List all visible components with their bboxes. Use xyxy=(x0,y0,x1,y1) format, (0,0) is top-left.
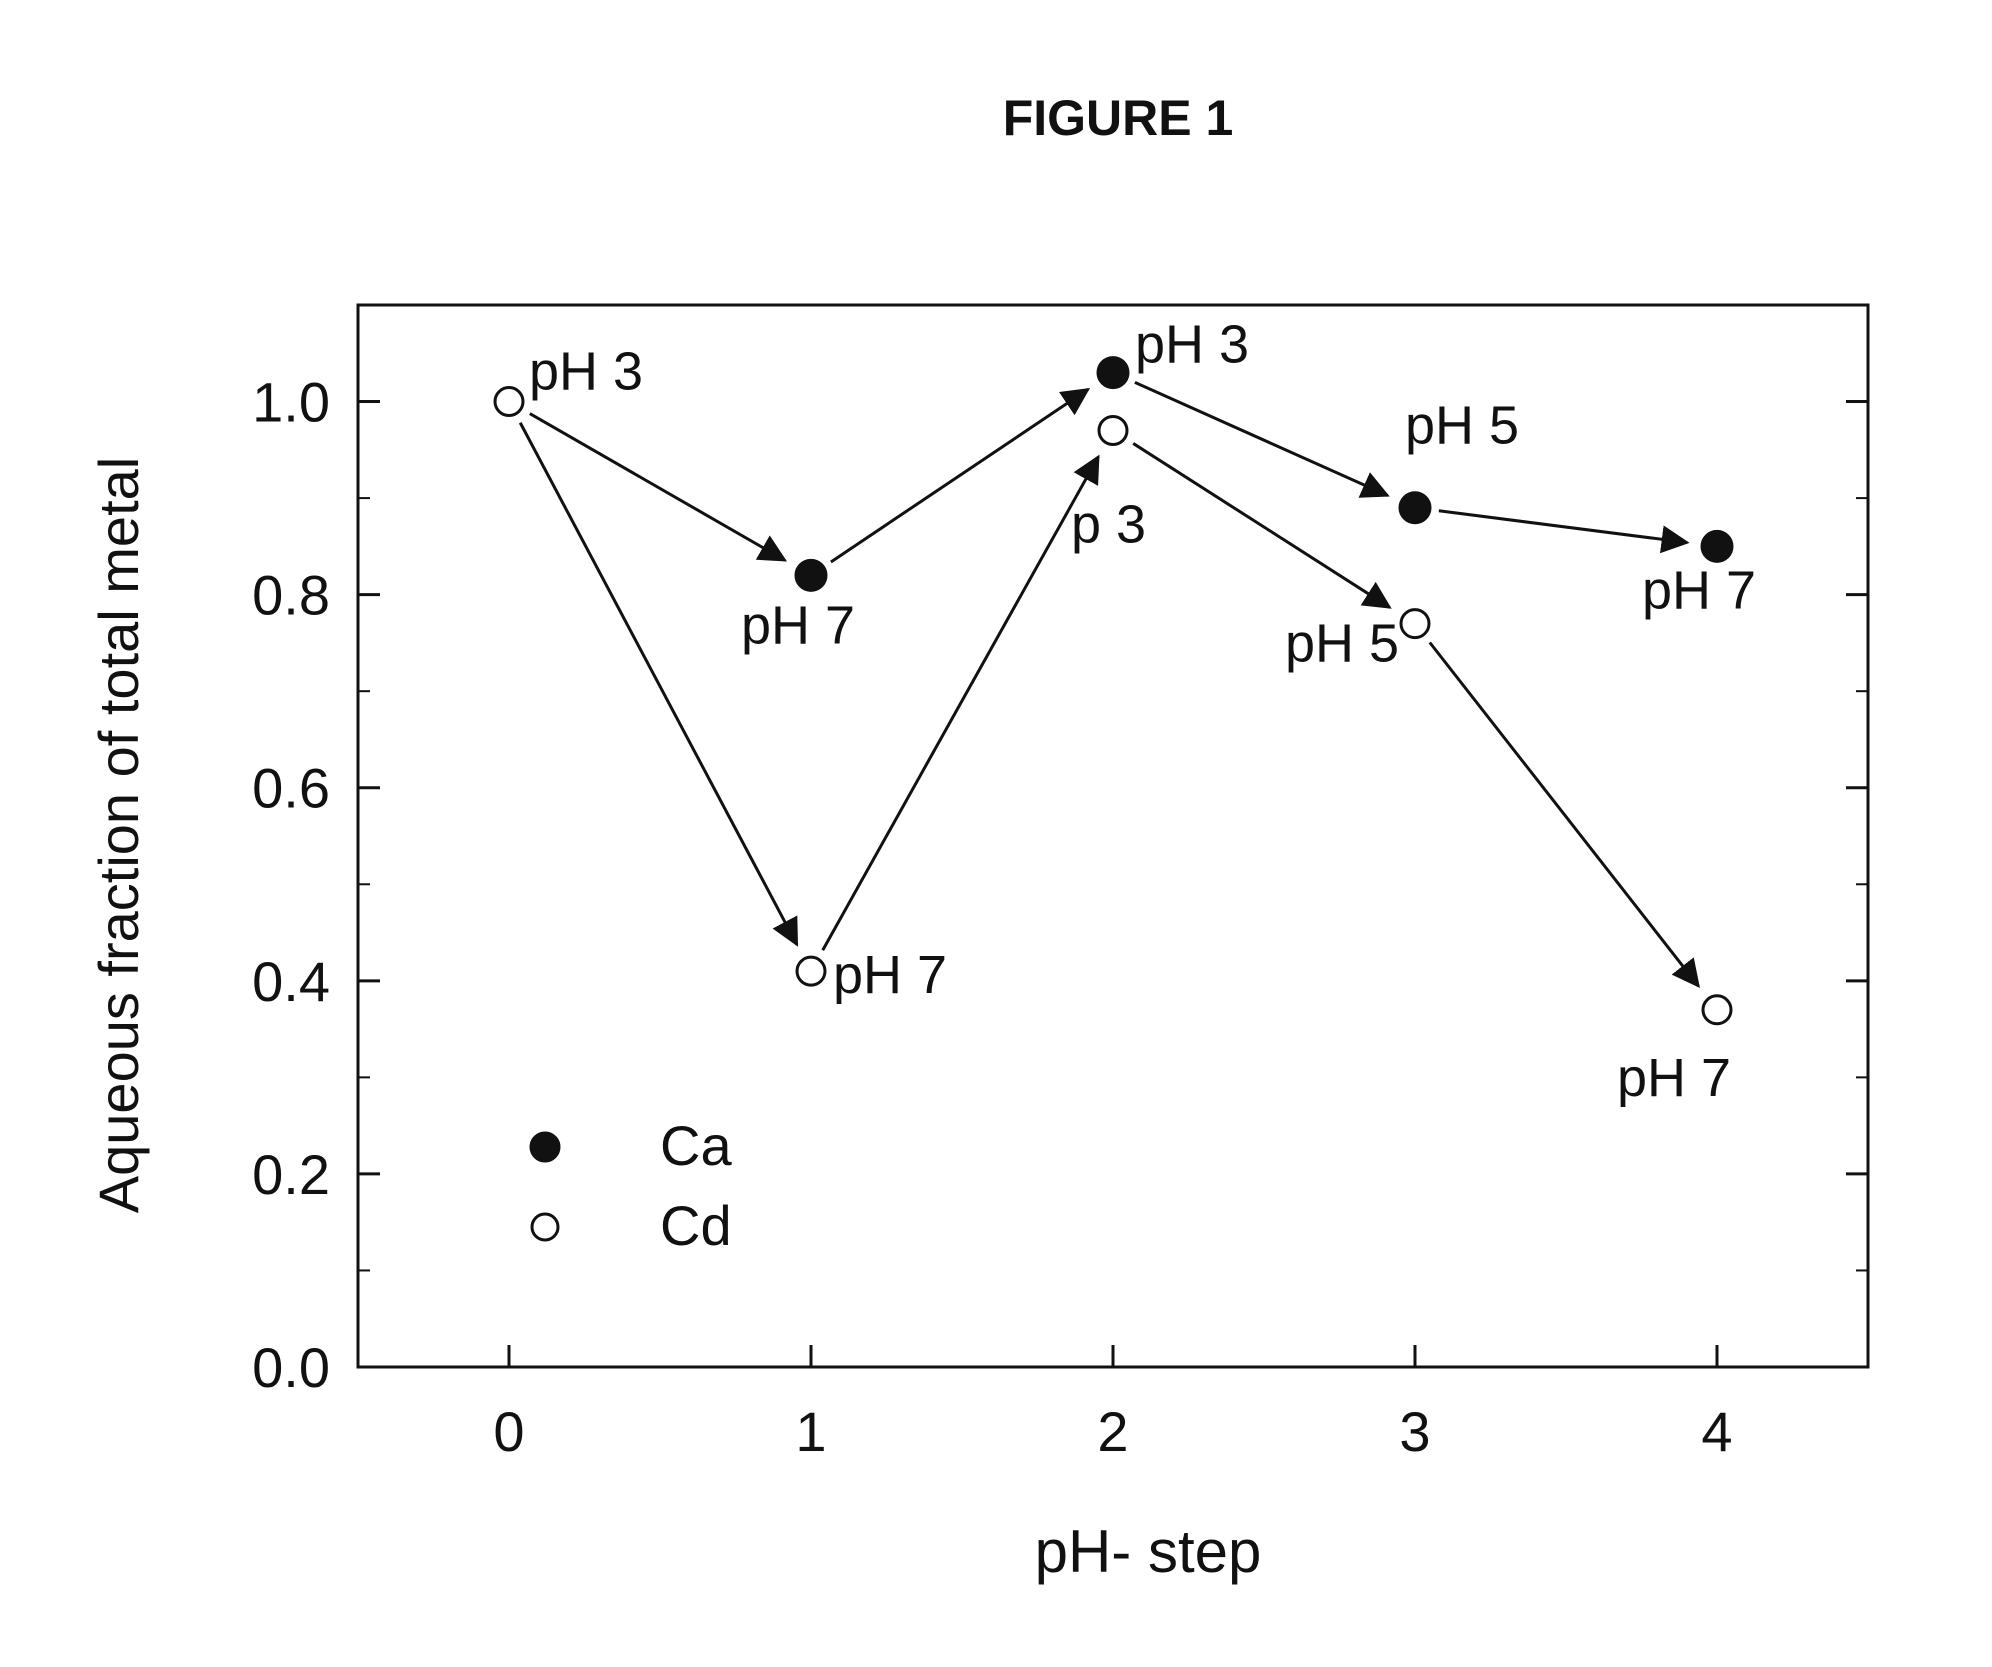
x-axis-label: pH- step xyxy=(1035,1518,1262,1585)
transition-arrow xyxy=(831,389,1088,562)
ca-point-label: pH 7 xyxy=(1642,560,1756,620)
transition-arrow xyxy=(1430,643,1699,987)
figure-title: FIGURE 1 xyxy=(1003,90,1234,146)
ca-data-point xyxy=(1098,358,1128,388)
cd-data-point xyxy=(1703,996,1731,1024)
y-tick-label: 0.8 xyxy=(252,564,330,627)
legend: Ca Cd xyxy=(531,1114,732,1257)
cd-point-label: pH 5 xyxy=(1285,614,1399,674)
ca-point-label: pH 5 xyxy=(1405,396,1519,456)
cd-data-point xyxy=(797,957,825,985)
transition-arrow xyxy=(520,423,797,945)
y-tick-label: 0.4 xyxy=(252,950,330,1013)
cd-data-point xyxy=(1401,610,1429,638)
ca-data-point xyxy=(796,560,826,590)
legend-ca-label: Ca xyxy=(660,1114,732,1177)
transition-arrow xyxy=(1439,511,1687,543)
ca-data-point xyxy=(1702,531,1732,561)
y-axis-ticks: 0.0 0.2 0.4 0.6 0.8 1.0 xyxy=(252,305,1868,1399)
legend-cd-marker xyxy=(532,1214,558,1240)
y-axis-label: Aqueous fraction of total metal xyxy=(87,457,150,1213)
transition-arrow xyxy=(1133,443,1390,607)
transition-arrow xyxy=(530,414,785,561)
x-tick-label: 2 xyxy=(1097,1400,1128,1463)
transition-arrow xyxy=(1135,382,1388,495)
cd-point-label: pH 7 xyxy=(833,945,947,1005)
plot-frame xyxy=(358,305,1868,1367)
y-tick-label: 0.2 xyxy=(252,1143,330,1206)
cd-data-point xyxy=(1099,417,1127,445)
arrow-paths xyxy=(520,382,1698,986)
cd-point-label: pH 3 xyxy=(529,342,643,402)
point-labels: pH 7 pH 3 pH 5 pH 7 pH 3 pH 7 p 3 pH 5 pH 7 xyxy=(529,315,1756,1108)
legend-ca-marker xyxy=(531,1133,559,1161)
x-tick-label: 4 xyxy=(1701,1400,1732,1463)
x-axis-ticks: 0 1 2 3 4 xyxy=(493,1345,1732,1463)
y-tick-label: 0.6 xyxy=(252,757,330,820)
ca-data-point xyxy=(1400,493,1430,523)
cd-point-label: p 3 xyxy=(1071,495,1146,555)
data-markers xyxy=(495,358,1732,1024)
y-tick-label: 0.0 xyxy=(252,1336,330,1399)
y-tick-label: 1.0 xyxy=(252,371,330,434)
ca-point-label: pH 7 xyxy=(741,595,855,655)
x-tick-label: 3 xyxy=(1399,1400,1430,1463)
transition-arrow xyxy=(823,457,1099,951)
cd-point-label: pH 7 xyxy=(1617,1048,1731,1108)
x-tick-label: 1 xyxy=(795,1400,826,1463)
cd-data-point xyxy=(495,388,523,416)
legend-cd-label: Cd xyxy=(660,1194,732,1257)
ca-point-label: pH 3 xyxy=(1135,315,1249,375)
x-tick-label: 0 xyxy=(493,1400,524,1463)
